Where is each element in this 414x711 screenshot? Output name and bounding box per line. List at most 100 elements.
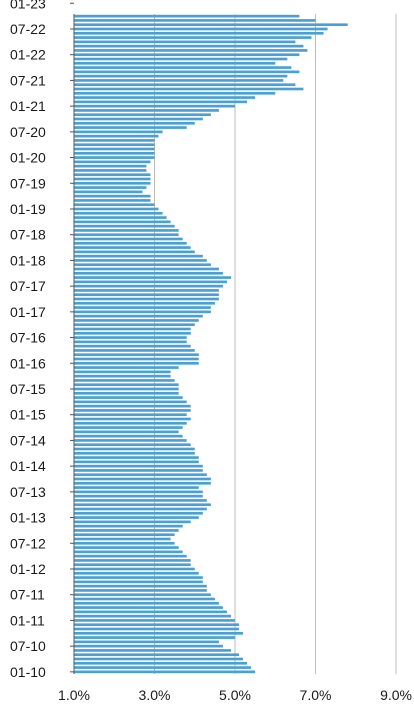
bar (74, 53, 300, 57)
bar (74, 649, 231, 652)
bar (74, 589, 207, 592)
y-tick-label: 01-16 (10, 355, 46, 371)
bar (74, 559, 191, 562)
y-tick-label: 01-19 (10, 201, 46, 217)
bar (74, 584, 207, 588)
bar (74, 276, 231, 279)
bar (74, 216, 167, 219)
bar (74, 27, 328, 31)
bar (74, 576, 203, 579)
bar (74, 327, 191, 331)
y-tick-label: 01-11 (10, 612, 45, 628)
bar (74, 464, 203, 468)
bar (74, 469, 203, 472)
bar (74, 370, 171, 374)
bar (74, 456, 199, 459)
bar (74, 623, 240, 627)
y-tick-label: 01-15 (10, 407, 46, 423)
bar (74, 567, 195, 571)
bars (74, 14, 348, 674)
bar (74, 19, 316, 22)
bar (74, 40, 296, 44)
x-axis-tick-labels: 1.0% 3.0% 5.0% 7.0% 9.0% (58, 687, 412, 703)
x-tick-label: 5.0% (219, 687, 251, 703)
x-tick-label: 9.0% (380, 687, 412, 703)
y-tick-label: 07-17 (10, 278, 46, 294)
y-tick-label: 01-14 (10, 458, 46, 474)
bar (74, 619, 235, 622)
y-tick-label: 01-10 (10, 664, 46, 680)
bar (74, 344, 191, 348)
bar (74, 361, 199, 365)
bar (74, 297, 219, 301)
bar (74, 430, 179, 434)
bar (74, 113, 211, 117)
bar (74, 374, 171, 378)
bar (74, 246, 191, 249)
y-tick-label: 07-18 (10, 227, 46, 243)
y-tick-label: 07-21 (10, 72, 46, 88)
bar (74, 156, 155, 159)
y-tick-label: 07-12 (10, 535, 46, 551)
bar (74, 507, 207, 511)
bar (74, 319, 199, 322)
bar (74, 524, 183, 528)
y-tick-label: 07-13 (10, 484, 46, 500)
bar (74, 121, 195, 125)
bar (74, 636, 235, 639)
grid-lines (154, 14, 397, 674)
bar (74, 91, 276, 95)
bar (74, 631, 244, 635)
bar (74, 61, 276, 65)
bar (74, 460, 199, 464)
bar (74, 57, 288, 61)
y-tick-label: 01-13 (10, 510, 46, 526)
bar (74, 366, 179, 369)
bar (74, 280, 227, 284)
bar (74, 233, 179, 237)
bar (74, 477, 211, 481)
bar (74, 143, 155, 147)
bar (74, 173, 151, 177)
bar (74, 516, 199, 519)
bar (74, 541, 175, 545)
bar (74, 36, 312, 39)
y-tick-label: 07-22 (10, 21, 46, 37)
y-tick-label: 01-12 (10, 561, 46, 577)
bar (74, 49, 308, 52)
bar (74, 139, 155, 142)
bar (74, 580, 203, 584)
x-tick-label: 1.0% (58, 687, 90, 703)
x-tick-label: 3.0% (139, 687, 171, 703)
bar (74, 83, 296, 87)
bar (74, 224, 175, 228)
x-tick-label: 7.0% (300, 687, 332, 703)
bar (74, 181, 151, 185)
y-tick-label: 07-10 (10, 638, 46, 654)
bar (74, 284, 223, 288)
bar (74, 503, 211, 507)
y-tick-label: 07-15 (10, 381, 46, 397)
bar (74, 601, 219, 605)
bar (74, 177, 151, 181)
y-tick-label: 07-20 (10, 124, 46, 140)
bar (74, 349, 195, 352)
bar (74, 606, 223, 609)
bar (74, 100, 248, 104)
bar (74, 597, 215, 601)
bar (74, 481, 211, 485)
bar (74, 627, 240, 631)
bar (74, 190, 143, 194)
bar (74, 653, 240, 657)
y-tick-label: 07-11 (10, 587, 45, 603)
bar (74, 199, 151, 202)
bar (74, 151, 155, 155)
bar (74, 404, 191, 408)
bar (74, 323, 195, 327)
bar (74, 473, 207, 477)
bar (74, 126, 187, 129)
bar (74, 211, 163, 215)
bar (74, 391, 179, 395)
bar (74, 644, 223, 648)
y-tick-label: 01-18 (10, 252, 46, 268)
